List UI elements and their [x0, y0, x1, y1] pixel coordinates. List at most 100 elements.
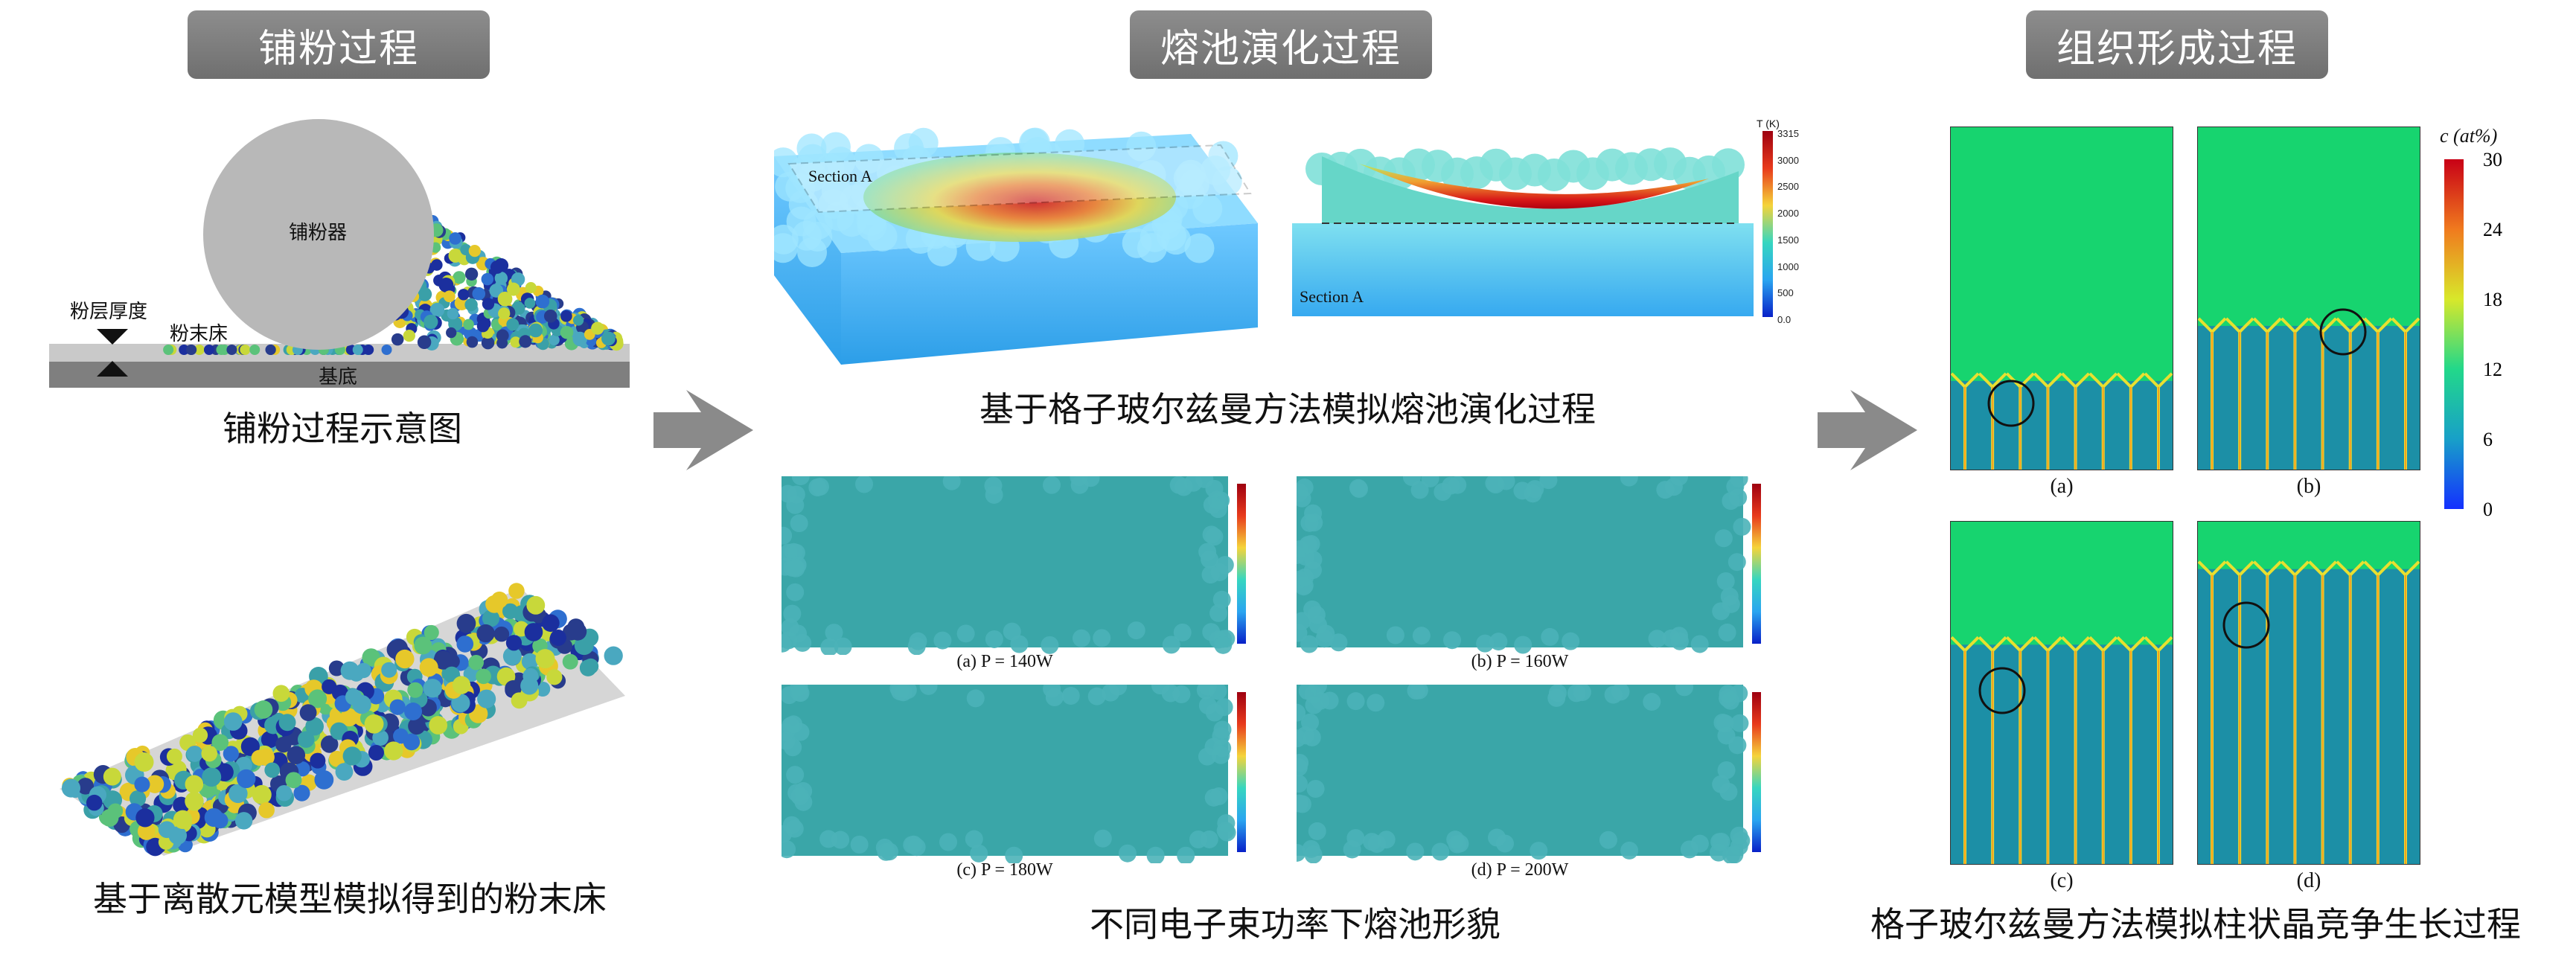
- particle: [1174, 179, 1205, 209]
- particle: [942, 472, 961, 490]
- power-panel-c: (c) P = 180W: [774, 676, 1288, 880]
- colorbar-title-top: T (K): [1757, 118, 1780, 129]
- dendrite-image: [1949, 520, 2174, 865]
- particle: [456, 636, 474, 653]
- colorbar-tick-label: 3315: [1777, 128, 1799, 139]
- particle: [1476, 634, 1495, 653]
- particle: [854, 144, 884, 174]
- particle: [203, 345, 214, 355]
- particle: [777, 732, 796, 750]
- particle: [477, 689, 496, 708]
- concentration-colorbar-ticks: 30 24 18 12 6 0: [2483, 149, 2528, 520]
- roller-label: 铺粉器: [289, 222, 348, 244]
- power-panel-label: (b) P = 160W: [1471, 652, 1569, 671]
- particle: [505, 635, 522, 651]
- particle: [1728, 553, 1746, 572]
- particle: [463, 319, 474, 330]
- particle: [1406, 842, 1425, 861]
- particle: [1710, 843, 1728, 862]
- dendrite-image: [1949, 126, 2174, 471]
- particle: [1349, 480, 1368, 499]
- particle: [384, 741, 403, 761]
- particle: [1530, 842, 1548, 860]
- particle: [1363, 833, 1381, 851]
- concentration-colorbar-title: c (at%): [2440, 125, 2498, 147]
- particle: [252, 784, 272, 804]
- particle: [524, 298, 536, 309]
- particle: [785, 819, 804, 838]
- particle: [1041, 636, 1059, 654]
- particle: [985, 485, 1003, 504]
- particle: [100, 808, 119, 827]
- particle: [308, 689, 327, 708]
- section-substrate: [1292, 223, 1754, 316]
- particle: [1308, 822, 1326, 840]
- particle: [481, 272, 494, 286]
- particle: [135, 808, 155, 828]
- particle: [476, 668, 491, 685]
- particle: [601, 331, 616, 346]
- flow-arrow-1-icon: [653, 390, 753, 470]
- particle: [145, 775, 164, 793]
- dendrite-panel-c: (c): [1949, 520, 2174, 892]
- particle: [506, 318, 520, 331]
- particle: [1488, 828, 1506, 847]
- particle: [223, 712, 243, 731]
- particle: [447, 307, 459, 320]
- particle: [1184, 233, 1215, 263]
- particle: [496, 329, 509, 342]
- particle: [1093, 629, 1111, 647]
- melt-pool-bottom-caption: 不同电子束功率下熔池形貌: [1090, 904, 1500, 944]
- particle: [429, 302, 445, 318]
- particle: [407, 682, 424, 698]
- particle: [569, 622, 587, 641]
- dem-powder-bed: [60, 583, 625, 857]
- particle: [583, 658, 599, 674]
- particle: [1548, 684, 1567, 703]
- particle: [1443, 631, 1462, 650]
- particle: [287, 746, 306, 764]
- section-label-2: Section A: [1300, 287, 1364, 306]
- particle: [481, 336, 495, 350]
- particle: [1301, 713, 1320, 732]
- dem-caption: 基于离散元模型模拟得到的粉末床: [93, 879, 607, 919]
- particle: [1346, 692, 1365, 711]
- particle: [1204, 737, 1223, 756]
- particle: [1539, 471, 1558, 490]
- particle: [403, 733, 421, 751]
- particle: [219, 345, 230, 355]
- colorbar-tick-label: 500: [1777, 287, 1794, 299]
- particle: [1212, 590, 1231, 609]
- particle: [1442, 476, 1460, 495]
- particle: [234, 812, 253, 830]
- particle: [1714, 529, 1733, 548]
- particle: [790, 787, 809, 806]
- particle: [254, 700, 273, 719]
- particle: [528, 323, 543, 338]
- particle: [137, 822, 156, 840]
- particle: [61, 778, 81, 798]
- particle: [452, 676, 471, 694]
- particle: [1209, 604, 1228, 622]
- header-melt-pool: 熔池演化过程: [1130, 10, 1432, 79]
- dem-particles: [61, 583, 623, 857]
- particle: [1410, 681, 1428, 700]
- particle: [493, 626, 510, 642]
- particle: [1205, 703, 1224, 722]
- powder-spreading-schematic: [49, 119, 630, 388]
- particle: [391, 333, 404, 346]
- particle: [1177, 846, 1195, 865]
- power-panel-label: (a) P = 140W: [956, 652, 1053, 671]
- particle: [1541, 627, 1559, 646]
- particle: [186, 345, 197, 355]
- dendrite-panel-d: (d): [2196, 520, 2421, 892]
- particle: [1367, 694, 1385, 712]
- particle: [560, 310, 572, 322]
- particle: [1169, 476, 1188, 494]
- particle: [543, 310, 557, 323]
- dendrite-image: [2196, 520, 2421, 865]
- panel-colorbar: [1752, 692, 1761, 852]
- particle: [1604, 685, 1623, 704]
- particle: [293, 784, 310, 801]
- particle: [328, 660, 345, 676]
